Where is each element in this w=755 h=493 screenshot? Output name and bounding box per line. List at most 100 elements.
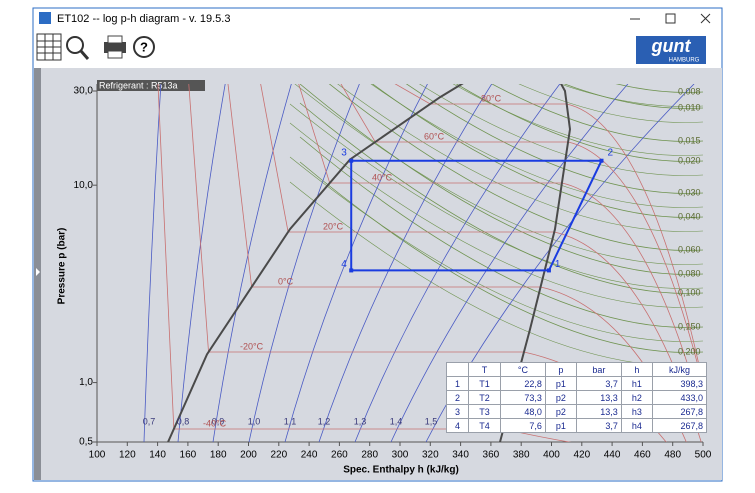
isochore [563, 84, 703, 109]
x-tick-label: 160 [180, 450, 197, 461]
isotherm-label: -20°C [240, 341, 264, 351]
x-tick-label: 360 [483, 450, 500, 461]
refrigerant: Refrigerant : R513a [99, 80, 178, 90]
isotherm-label: 40°C [372, 172, 393, 182]
table-cell: kJ/kg [651, 362, 708, 377]
isentrope-label: 0,9 [212, 416, 225, 426]
table-cell: h3 [620, 404, 653, 419]
isochore [372, 84, 703, 218]
isentrope-label: 1,2 [318, 416, 331, 426]
isentrope-label: 1,1 [284, 416, 297, 426]
expand-arrow[interactable] [36, 268, 40, 276]
cycle-point-label: 1 [555, 259, 561, 270]
cycle-point [349, 158, 354, 163]
cycle-point [349, 268, 354, 273]
saturation-line [167, 84, 464, 442]
isochore [518, 84, 703, 123]
isochore-label: 0,010 [678, 102, 701, 112]
isentrope [248, 84, 360, 442]
refrigerant-box [97, 80, 205, 91]
window-title: ET102 -- log p-h diagram - v. 19.5.3 [57, 13, 230, 25]
x-tick-label: 200 [240, 450, 257, 461]
isochore [455, 84, 703, 162]
table-cell: h4 [620, 418, 653, 433]
table-cell: h2 [620, 390, 653, 405]
cycle-point [546, 268, 551, 273]
saturation-line [499, 84, 571, 442]
x-tick-label: 480 [664, 450, 681, 461]
isotherm-label: 20°C [323, 221, 344, 231]
table-cell [446, 362, 469, 377]
isochore [615, 84, 703, 93]
state-table: T °C p bar h kJ/kg 1 T1 22,8 p1 3,7 h1 398,3 2 T2 73,3 p… [446, 362, 708, 433]
table-cell: 13,3 [575, 390, 622, 405]
y-tick-label: 1,0 [79, 377, 93, 388]
isentrope [284, 84, 428, 442]
isochore [491, 84, 703, 142]
table-cell: T3 [467, 404, 502, 419]
table-cell: p2 [544, 390, 577, 405]
isochore [299, 84, 703, 275]
x-tick-label: 220 [270, 450, 287, 461]
cycle-point-label: 3 [341, 147, 347, 158]
isentrope-label: 1,5 [425, 416, 438, 426]
isentrope [143, 84, 162, 442]
x-tick-label: 320 [422, 450, 439, 461]
help-button[interactable]: ? [133, 36, 155, 58]
y-tick-label: 10,0 [74, 180, 94, 191]
isochore-label: 0,015 [678, 135, 701, 145]
zoom-button[interactable] [66, 36, 90, 60]
table-cell: 1 [446, 376, 469, 391]
x-tick-label: 460 [634, 450, 651, 461]
table-cell: 3 [446, 404, 469, 419]
maximize-button[interactable] [665, 13, 676, 24]
table-cell: p1 [544, 418, 577, 433]
table-cell: 4 [446, 418, 469, 433]
isochore [328, 84, 703, 251]
table-cell: 2 [446, 390, 469, 405]
isochore [419, 84, 703, 176]
x-tick-label: 420 [573, 450, 590, 461]
isochore [289, 156, 703, 342]
x-tick-label: 340 [452, 450, 469, 461]
table-cell: 398,3 [651, 376, 708, 391]
table-cell: T1 [467, 376, 502, 391]
isochore [289, 122, 703, 308]
table-row: 1 T1 22,8 p1 3,7 h1 398,3 [446, 376, 708, 391]
logo-text: gunt [651, 36, 692, 56]
y-axis-title: Pressure p (bar) [57, 228, 68, 305]
table-button[interactable] [36, 33, 62, 61]
isochore-label: 0,040 [678, 211, 701, 221]
isentrope [212, 84, 292, 442]
isochore [299, 102, 703, 294]
isochore-label: 0,060 [678, 244, 701, 254]
isentrope-label: 0,7 [143, 416, 156, 426]
x-tick-label: 120 [119, 450, 136, 461]
table-cell: p [544, 362, 577, 377]
isentrope [390, 84, 629, 442]
print-button[interactable] [104, 35, 126, 59]
table-row: 2 T2 73,3 p2 13,3 h2 433,0 [446, 390, 708, 405]
isentrope-label: 1,0 [248, 416, 261, 426]
table-cell: 267,8 [651, 404, 708, 419]
table-cell: °C [500, 362, 546, 377]
isotherm [394, 84, 703, 386]
isotherm-label: 80°C [481, 93, 502, 103]
app-icon [39, 12, 51, 24]
cycle-point [599, 158, 604, 163]
table-cell: 7,6 [500, 418, 546, 433]
table-header: T °C p bar h kJ/kg [446, 362, 708, 377]
isochore-label: 0,200 [678, 346, 701, 356]
logo-sub: HAMBURG [669, 58, 700, 64]
isentrope-label: 0,8 [177, 416, 190, 426]
table-cell: 3,7 [575, 376, 622, 391]
isochore [294, 84, 703, 265]
isochore-label: 0,080 [678, 268, 701, 278]
table-row: 4 T4 7,6 p1 3,7 h4 267,8 [446, 418, 708, 433]
table-cell: 48,0 [500, 404, 546, 419]
table-cell: T4 [467, 418, 502, 433]
isochore-label: 0,100 [678, 287, 701, 297]
close-button[interactable] [700, 13, 711, 24]
